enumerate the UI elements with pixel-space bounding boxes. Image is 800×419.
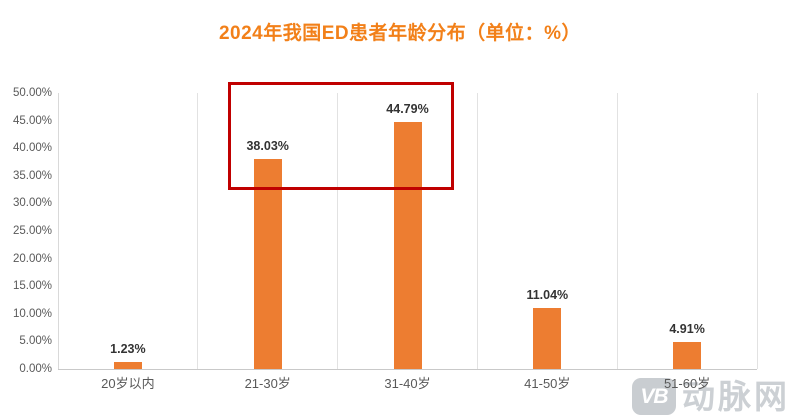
x-axis-label: 41-50岁 xyxy=(524,376,571,391)
gridline xyxy=(197,93,199,369)
y-axis-tick-label: 0.00% xyxy=(19,363,52,375)
bar xyxy=(673,341,702,369)
gridline xyxy=(616,93,618,369)
y-axis-line xyxy=(58,93,59,369)
x-axis-label: 31-40岁 xyxy=(384,376,431,391)
y-axis-tick-label: 45.00% xyxy=(12,114,52,127)
bar-value-label: 11.04% xyxy=(526,288,569,303)
chart-title: 2024年我国ED患者年龄分布（单位：%） xyxy=(218,23,582,44)
gridline xyxy=(337,93,339,369)
y-axis-tick-label: 15.00% xyxy=(12,280,52,293)
y-axis-tick-label: 10.00% xyxy=(12,307,52,320)
x-axis-line xyxy=(58,369,757,370)
y-axis-tick-label: 5.00% xyxy=(19,335,52,348)
x-axis-label: 21-30岁 xyxy=(244,376,291,391)
bar xyxy=(393,121,422,369)
watermark: VB 动脉网 xyxy=(632,378,790,415)
x-axis-label: 51-60岁 xyxy=(663,376,711,391)
x-axis-label: 20岁以内 xyxy=(101,376,155,391)
y-axis-tick-label: 35.00% xyxy=(12,169,52,182)
gridline xyxy=(476,93,478,369)
gridline xyxy=(756,93,758,369)
bar xyxy=(533,308,562,369)
y-axis-tick-label: 25.00% xyxy=(12,225,52,237)
bar-value-label: 44.79% xyxy=(386,101,429,116)
watermark-text: 动脉网 xyxy=(682,378,790,415)
bar-value-label: 4.91% xyxy=(669,321,705,336)
y-axis-tick-label: 20.00% xyxy=(12,252,52,265)
y-axis-tick-label: 30.00% xyxy=(12,197,52,210)
bar xyxy=(113,362,142,369)
y-axis-tick-label: 50.00% xyxy=(12,87,52,99)
watermark-logo-text: VB xyxy=(640,384,668,408)
y-axis-tick-label: 40.00% xyxy=(12,142,52,155)
bar-value-label: 38.03% xyxy=(246,139,289,154)
vbdata-logo-icon: VB xyxy=(632,378,676,415)
highlight-box xyxy=(228,82,454,190)
bar xyxy=(253,159,282,369)
bar-value-label: 1.23% xyxy=(110,342,146,357)
